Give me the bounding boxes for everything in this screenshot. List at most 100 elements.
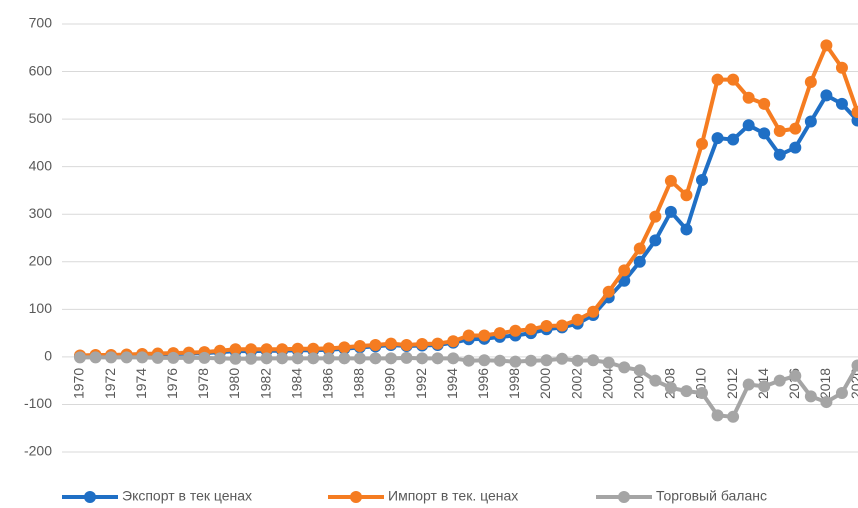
point xyxy=(711,73,724,86)
point xyxy=(758,380,771,393)
point xyxy=(245,352,258,365)
point xyxy=(540,319,553,332)
point xyxy=(493,327,506,340)
point xyxy=(649,234,662,247)
point xyxy=(633,255,646,268)
y-tick-label: 300 xyxy=(29,205,53,221)
point xyxy=(727,133,740,146)
y-tick-label: 500 xyxy=(29,110,53,126)
point xyxy=(431,337,444,350)
point xyxy=(260,343,273,356)
point xyxy=(602,285,615,298)
point xyxy=(353,339,366,352)
point xyxy=(789,369,802,382)
point xyxy=(182,351,195,364)
point xyxy=(711,132,724,145)
point xyxy=(260,352,273,365)
point xyxy=(664,174,677,187)
point xyxy=(431,352,444,365)
point xyxy=(524,323,537,336)
x-tick-label: 1972 xyxy=(102,368,118,399)
y-tick-label: 100 xyxy=(29,300,53,316)
x-tick-label: 1982 xyxy=(257,368,273,399)
point xyxy=(820,39,833,52)
x-tick-label: 1980 xyxy=(226,368,242,399)
point xyxy=(696,137,708,150)
point xyxy=(758,127,771,140)
x-tick-label: 1998 xyxy=(506,368,522,399)
point xyxy=(229,352,242,365)
point xyxy=(338,352,351,365)
y-tick-label: 400 xyxy=(29,157,53,173)
point xyxy=(74,351,86,364)
point xyxy=(353,352,366,365)
legend-label: Импорт в тек. ценах xyxy=(388,488,518,504)
x-tick-label: 2002 xyxy=(568,368,584,399)
point xyxy=(478,354,491,367)
x-tick-label: 1992 xyxy=(413,368,429,399)
point xyxy=(322,352,335,365)
point xyxy=(835,61,848,74)
point xyxy=(291,352,304,365)
point xyxy=(462,329,475,342)
point xyxy=(835,387,848,400)
point xyxy=(680,189,693,202)
point xyxy=(804,115,817,128)
point xyxy=(789,122,802,135)
point xyxy=(649,210,662,223)
x-tick-label: 1984 xyxy=(288,368,304,399)
point xyxy=(571,354,584,367)
y-tick-label: 700 xyxy=(29,15,53,31)
point xyxy=(711,409,724,422)
point xyxy=(696,173,708,186)
y-tick-label: -100 xyxy=(24,395,52,411)
point xyxy=(835,97,848,110)
legend-marker xyxy=(350,491,362,503)
point xyxy=(742,119,755,132)
y-tick-label: -200 xyxy=(24,443,52,459)
point xyxy=(540,354,553,367)
x-tick-label: 1978 xyxy=(195,368,211,399)
point xyxy=(307,352,320,365)
point xyxy=(649,374,662,387)
point xyxy=(307,342,320,355)
point xyxy=(587,305,600,318)
point xyxy=(727,73,740,86)
point xyxy=(556,352,569,365)
point xyxy=(509,324,522,337)
y-tick-label: 0 xyxy=(44,348,52,364)
point xyxy=(664,381,677,394)
series-line xyxy=(79,93,858,358)
x-tick-label: 1996 xyxy=(475,368,491,399)
point xyxy=(89,351,102,364)
point xyxy=(447,335,460,348)
point xyxy=(105,351,118,364)
point xyxy=(322,342,335,355)
point xyxy=(742,91,755,104)
point xyxy=(416,338,429,351)
point xyxy=(571,313,584,326)
point xyxy=(462,354,475,367)
x-tick-label: 2004 xyxy=(599,368,615,399)
point xyxy=(245,343,258,356)
point xyxy=(120,351,133,364)
point xyxy=(291,342,304,355)
point xyxy=(633,242,646,255)
point xyxy=(618,361,631,374)
point xyxy=(447,352,460,365)
point xyxy=(400,351,413,364)
y-tick-label: 600 xyxy=(29,62,53,78)
point xyxy=(773,125,786,137)
legend-marker xyxy=(84,491,96,503)
point xyxy=(229,343,242,356)
point xyxy=(416,352,429,365)
point xyxy=(820,89,833,102)
point xyxy=(602,356,615,369)
point xyxy=(664,205,677,218)
point xyxy=(680,223,693,236)
point xyxy=(696,387,708,400)
x-tick-label: 1970 xyxy=(71,368,87,399)
point xyxy=(727,410,740,423)
